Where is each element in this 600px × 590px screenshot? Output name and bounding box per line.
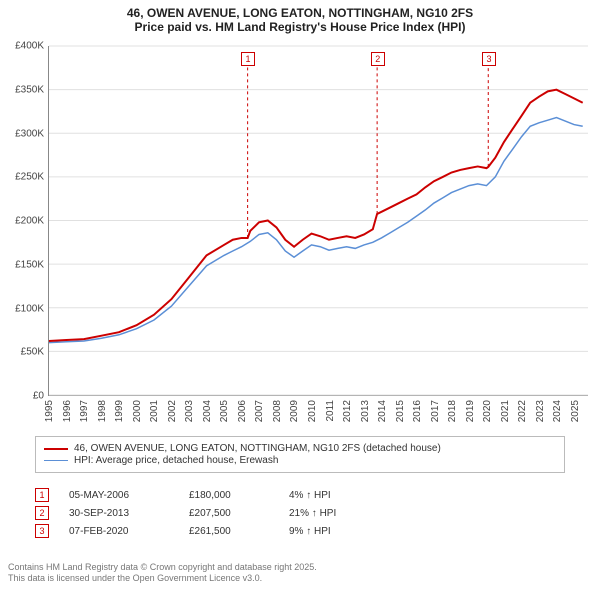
event-date: 07-FEB-2020 — [69, 526, 169, 537]
y-tick-label: £100K — [4, 303, 44, 314]
legend: 46, OWEN AVENUE, LONG EATON, NOTTINGHAM,… — [35, 436, 565, 473]
legend-label-price-paid: 46, OWEN AVENUE, LONG EATON, NOTTINGHAM,… — [74, 443, 441, 454]
event-marker-2: 2 — [35, 506, 49, 520]
y-tick-label: £200K — [4, 216, 44, 227]
legend-row-price-paid: 46, OWEN AVENUE, LONG EATON, NOTTINGHAM,… — [44, 443, 556, 454]
y-tick-label: £350K — [4, 84, 44, 95]
event-date: 05-MAY-2006 — [69, 490, 169, 501]
event-price: £207,500 — [189, 508, 269, 519]
title-line-2: Price paid vs. HM Land Registry's House … — [10, 20, 590, 34]
license-line-2: This data is licensed under the Open Gov… — [8, 573, 317, 584]
y-tick-label: £300K — [4, 128, 44, 139]
title-line-1: 46, OWEN AVENUE, LONG EATON, NOTTINGHAM,… — [10, 6, 590, 20]
event-row: 1 05-MAY-2006 £180,000 4% ↑ HPI — [35, 488, 565, 502]
chart-marker-1: 1 — [241, 52, 255, 66]
event-price: £180,000 — [189, 490, 269, 501]
event-row: 3 07-FEB-2020 £261,500 9% ↑ HPI — [35, 524, 565, 538]
chart-marker-3: 3 — [482, 52, 496, 66]
y-tick-label: £250K — [4, 172, 44, 183]
event-delta: 9% ↑ HPI — [289, 526, 409, 537]
event-date: 30-SEP-2013 — [69, 508, 169, 519]
y-tick-label: £400K — [4, 41, 44, 52]
legend-label-hpi: HPI: Average price, detached house, Erew… — [74, 455, 278, 466]
plot-area: 1 2 3 — [48, 46, 588, 396]
license-text: Contains HM Land Registry data © Crown c… — [8, 562, 317, 585]
chart-container: 123 £0£50K£100K£150K£200K£250K£300K£350K… — [8, 42, 592, 430]
event-row: 2 30-SEP-2013 £207,500 21% ↑ HPI — [35, 506, 565, 520]
y-tick-label: £150K — [4, 259, 44, 270]
chart-marker-2: 2 — [371, 52, 385, 66]
event-marker-1: 1 — [35, 488, 49, 502]
chart-title-block: 46, OWEN AVENUE, LONG EATON, NOTTINGHAM,… — [0, 0, 600, 36]
legend-row-hpi: HPI: Average price, detached house, Erew… — [44, 455, 556, 466]
event-delta: 4% ↑ HPI — [289, 490, 409, 501]
license-line-1: Contains HM Land Registry data © Crown c… — [8, 562, 317, 573]
x-tick-label: 2025 — [570, 400, 600, 422]
y-tick-label: £50K — [4, 347, 44, 358]
series-price_paid — [49, 90, 583, 341]
series-hpi — [49, 118, 583, 343]
legend-swatch-price-paid — [44, 448, 68, 450]
events-table: 1 05-MAY-2006 £180,000 4% ↑ HPI 2 30-SEP-2013… — [35, 484, 565, 542]
legend-swatch-hpi — [44, 460, 68, 461]
event-price: £261,500 — [189, 526, 269, 537]
event-marker-3: 3 — [35, 524, 49, 538]
y-tick-label: £0 — [4, 391, 44, 402]
event-delta: 21% ↑ HPI — [289, 508, 409, 519]
chart-svg — [49, 46, 588, 395]
